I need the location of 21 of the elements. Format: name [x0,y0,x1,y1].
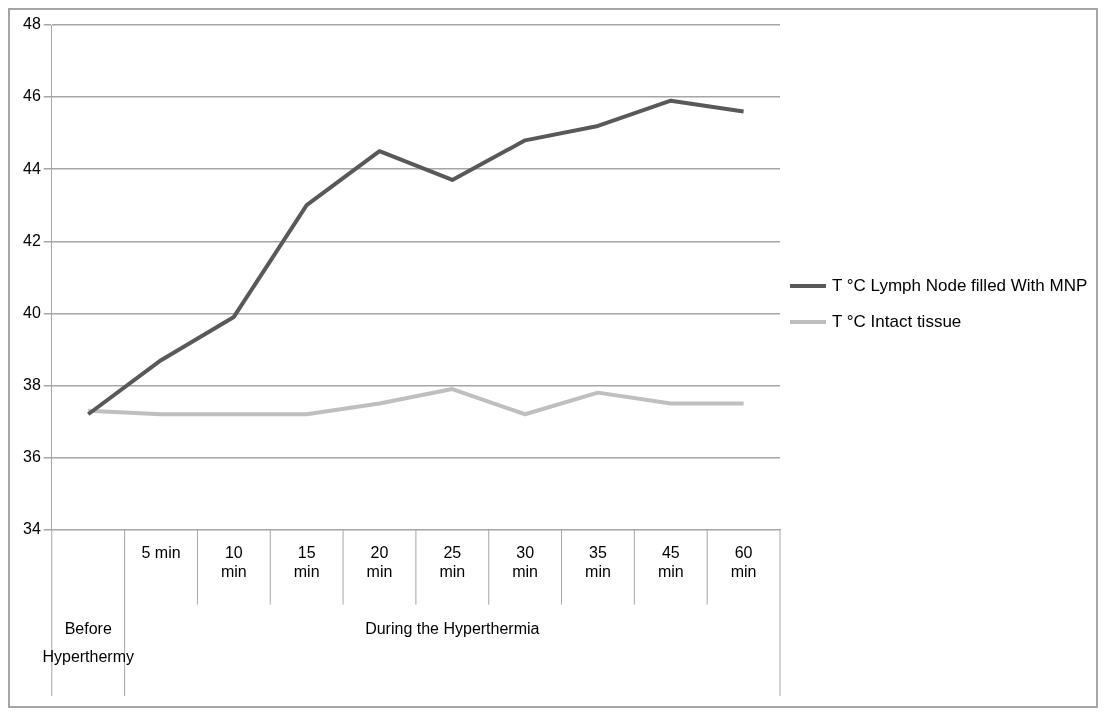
y-tick-label: 48 [23,15,41,33]
y-tick-label: 44 [23,159,41,177]
x-tick-label: 60 min [730,543,757,580]
legend-label: T °C Lymph Node filled With MNP [832,275,1088,297]
legend-label: T °C Intact tissue [832,311,962,333]
y-tick-label: 34 [23,520,41,538]
y-tick-label: 38 [23,375,41,393]
y-tick-label: 40 [23,303,41,321]
y-tick-label: 36 [23,447,41,465]
text: During the Hyperthermia [365,620,540,638]
y-tick-label: 46 [23,87,41,105]
x-tick-label: 45 min [657,543,684,580]
x-tick-label: 10 min [220,543,247,580]
x-tick-label: 35 min [585,543,611,580]
text: Before Hyperthermy [42,620,134,666]
x-tick-label: 25 min [439,543,466,580]
x-tick-label: 5 min [141,543,181,561]
x-tick-label: 15 min [293,543,320,580]
x-tick-label: 30 min [512,543,539,580]
y-tick-label: 42 [23,231,41,249]
x-tick-label: 20 min [366,543,393,580]
